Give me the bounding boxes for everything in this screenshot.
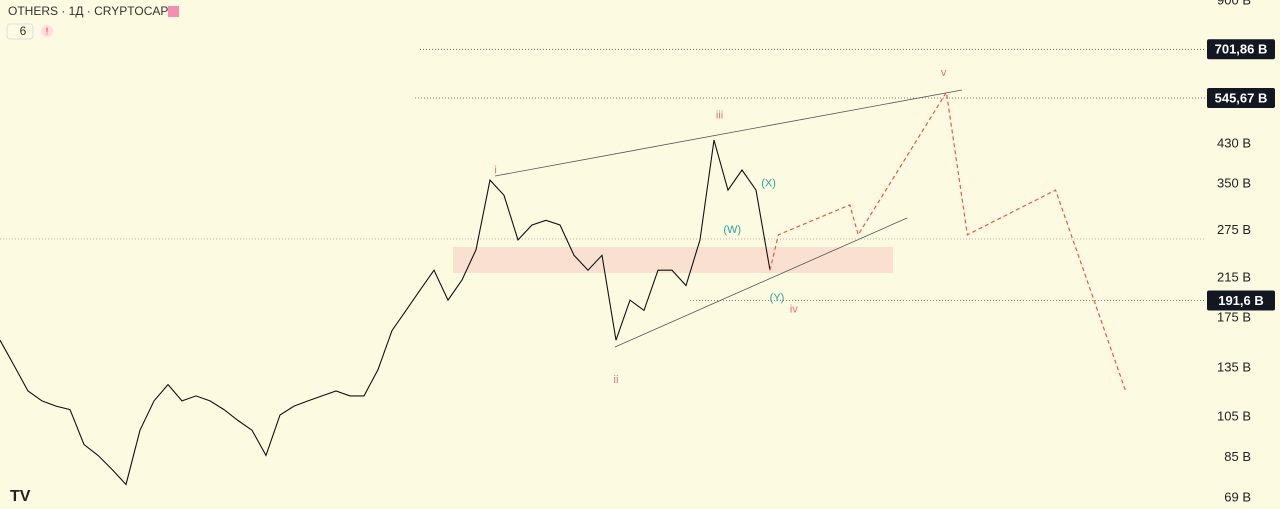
count-badge[interactable] xyxy=(6,23,34,40)
flag-icon xyxy=(168,6,179,17)
count: 6 xyxy=(20,24,27,38)
alert-icon: ! xyxy=(46,27,49,38)
y-tick-label: 69 B xyxy=(1224,489,1251,504)
logo: TV xyxy=(10,488,31,505)
y-tick-label: 85 B xyxy=(1224,449,1251,464)
wave-label: v xyxy=(941,67,947,79)
level-box xyxy=(1207,39,1275,60)
wave-label: i xyxy=(494,164,496,176)
y-tick-label: 105 B xyxy=(1217,408,1251,423)
wave-label: ii xyxy=(614,374,619,386)
zone xyxy=(453,247,893,273)
symbol-title: OTHERS · 1Д · CRYPTOCAP xyxy=(8,4,168,18)
y-tick-label: 215 B xyxy=(1217,270,1251,285)
y-tick-label: 350 B xyxy=(1217,175,1251,190)
wave-label: (X) xyxy=(761,177,776,189)
level-label: 545,67 B xyxy=(1215,90,1268,105)
y-tick-label: 900 B xyxy=(1217,0,1251,8)
trendline xyxy=(494,89,963,177)
level-label: 191,6 B xyxy=(1218,293,1264,308)
level-box xyxy=(1207,87,1275,108)
series-line xyxy=(769,90,1127,392)
series-line xyxy=(0,139,771,486)
level-label: 701,86 B xyxy=(1215,42,1268,57)
y-tick-label: 430 B xyxy=(1217,136,1251,151)
wave-label: (Y) xyxy=(770,292,785,304)
y-tick-label: 175 B xyxy=(1217,309,1251,324)
trendline xyxy=(614,217,908,348)
wave-label: (W) xyxy=(723,224,741,236)
y-tick-label: 135 B xyxy=(1217,360,1251,375)
wave-label: iv xyxy=(790,303,798,315)
alert-icon xyxy=(41,25,53,37)
level-box xyxy=(1207,290,1275,311)
y-tick-label: 275 B xyxy=(1217,222,1251,237)
wave-label: iii xyxy=(716,110,723,122)
